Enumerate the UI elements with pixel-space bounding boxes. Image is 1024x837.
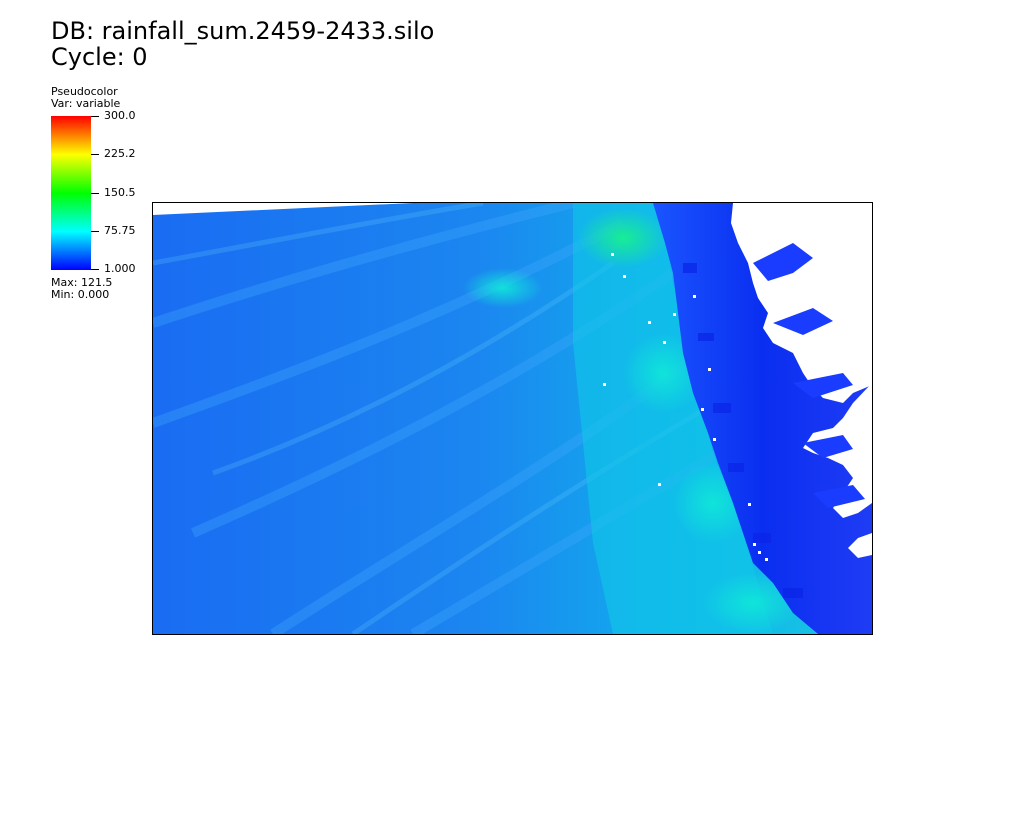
no-data-specks <box>603 253 768 561</box>
rainfall-map-svg <box>153 203 872 634</box>
rainfall-map-plot[interactable] <box>152 202 873 635</box>
color-bar <box>51 116 91 270</box>
tick-mark-4 <box>91 231 99 232</box>
legend-plot-type: Pseudocolor <box>51 85 118 98</box>
tick-label-4: 75.75 <box>104 224 136 237</box>
database-title: DB: rainfall_sum.2459-2433.silo <box>51 17 435 45</box>
tick-mark-top <box>91 116 99 117</box>
cycle-label: Cycle: 0 <box>51 43 148 71</box>
tick-mark-3 <box>91 193 99 194</box>
no-data-region-upper <box>731 203 872 403</box>
tick-mark-2 <box>91 154 99 155</box>
tick-label-2: 225.2 <box>104 147 136 160</box>
tick-label-3: 150.5 <box>104 186 136 199</box>
legend-min-value: Min: 0.000 <box>51 288 110 301</box>
legend-variable: Var: variable <box>51 97 121 110</box>
no-data-top-strip <box>153 203 413 215</box>
tick-label-min: 1.000 <box>104 262 136 275</box>
green-high-rain-spot <box>578 208 668 268</box>
tick-mark-bottom <box>91 269 99 270</box>
legend-max-value: Max: 121.5 <box>51 276 113 289</box>
tick-label-max: 300.0 <box>104 109 136 122</box>
